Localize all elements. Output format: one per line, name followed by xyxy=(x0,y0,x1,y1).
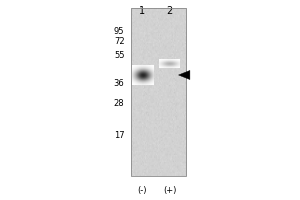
Text: 2: 2 xyxy=(167,6,172,16)
Text: 1: 1 xyxy=(140,6,146,16)
Text: 36: 36 xyxy=(114,78,124,88)
Text: 17: 17 xyxy=(114,131,124,140)
Bar xyxy=(130,8,186,176)
Text: (+): (+) xyxy=(163,186,176,195)
Text: 28: 28 xyxy=(114,99,124,108)
Text: 95: 95 xyxy=(114,26,124,36)
Text: 55: 55 xyxy=(114,50,124,60)
Polygon shape xyxy=(178,70,190,80)
Text: 72: 72 xyxy=(114,36,124,46)
Text: (-): (-) xyxy=(138,186,147,195)
